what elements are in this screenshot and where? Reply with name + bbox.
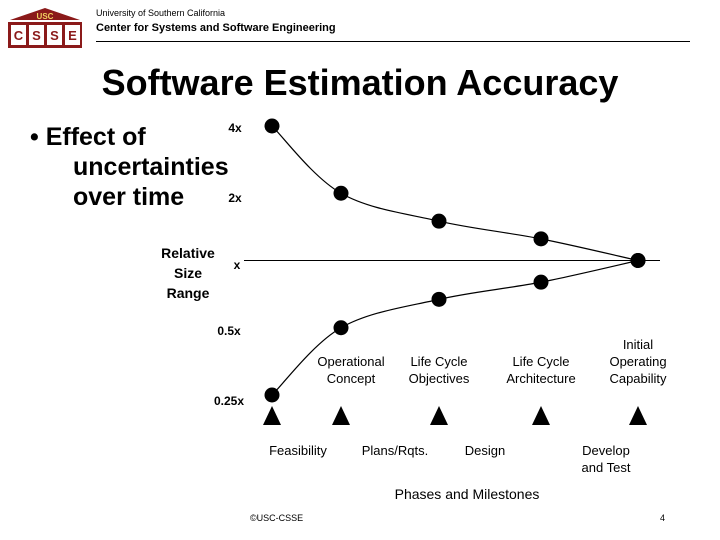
y-axis-label-line: Relative (161, 245, 215, 261)
upper-bound-line (271, 125, 639, 262)
page-number: 4 (660, 513, 666, 523)
logo-letter: S (32, 28, 41, 43)
milestone-label: Life Cycle (512, 354, 569, 369)
milestone-triangle (430, 406, 448, 425)
logo-letter: E (68, 28, 77, 43)
data-point (533, 274, 549, 290)
y-tick-label: x (234, 258, 241, 272)
bullet-line: • Effect of (30, 123, 146, 151)
phase-label: and Test (582, 460, 631, 475)
milestone-triangle (263, 406, 281, 425)
milestone-label: Initial (623, 337, 653, 352)
milestone-label: Objectives (409, 371, 470, 386)
logo-usc-text: USC (37, 12, 54, 21)
slide-title: Software Estimation Accuracy (101, 62, 619, 103)
y-axis-label-line: Size (173, 265, 202, 281)
logo-letter: C (14, 28, 24, 43)
milestone-label: Operating (609, 354, 666, 369)
data-point (264, 118, 280, 134)
y-tick-label: 4x (228, 121, 242, 135)
milestone-label: Architecture (506, 371, 575, 386)
milestone-label: Operational (317, 354, 384, 369)
data-point (264, 387, 280, 403)
milestone-label: Life Cycle (410, 354, 467, 369)
bullet-text: • Effect of uncertainties over time (30, 122, 229, 212)
milestone-triangle (332, 406, 350, 425)
usc-csse-logo: USC C S S E (8, 8, 82, 48)
milestone-label: Capability (609, 371, 667, 386)
milestone-triangle (532, 406, 550, 425)
data-point (630, 253, 646, 268)
center-name: Center for Systems and Software Engineer… (96, 22, 336, 34)
milestone-label: Concept (327, 371, 376, 386)
milestone-triangle (629, 406, 647, 425)
phase-label: Design (465, 443, 505, 458)
y-tick-label: 0.25x (214, 394, 244, 408)
logo-letter: S (50, 28, 59, 43)
university-name: University of Southern California (96, 8, 226, 18)
data-point (431, 213, 447, 229)
y-axis-label: Relative Size Range (150, 243, 226, 303)
data-point (333, 320, 349, 336)
data-point (333, 185, 349, 201)
data-point (533, 231, 549, 247)
phase-label: Develop (582, 443, 630, 458)
y-tick-label: 0.5x (217, 324, 241, 338)
copyright: ©USC-CSSE (250, 513, 304, 523)
phase-label: Feasibility (269, 443, 327, 458)
y-tick-label: 2x (228, 191, 242, 205)
bullet-line: over time (73, 183, 185, 211)
y-axis-label-line: Range (166, 285, 210, 301)
header-divider (96, 41, 690, 42)
data-point (431, 291, 447, 307)
x-axis-label: Phases and Milestones (395, 486, 540, 502)
phase-label: Plans/Rqts. (362, 443, 428, 458)
bullet-line: uncertainties (73, 153, 229, 181)
